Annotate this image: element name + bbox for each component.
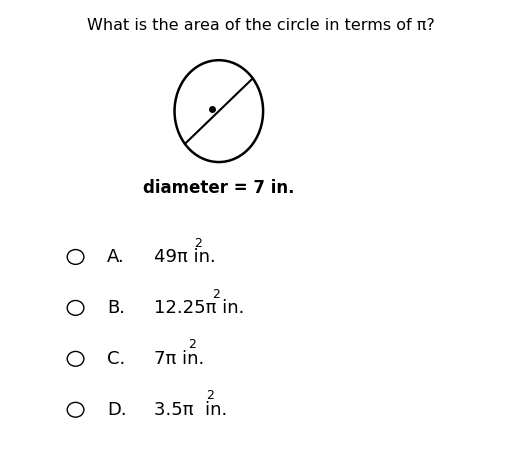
Text: 7π in.: 7π in. — [154, 350, 204, 368]
Text: 12.25π in.: 12.25π in. — [154, 299, 244, 317]
Text: 2: 2 — [206, 389, 214, 402]
Text: 49π in.: 49π in. — [154, 248, 216, 266]
Text: D.: D. — [107, 401, 127, 419]
Text: diameter = 7 in.: diameter = 7 in. — [143, 179, 294, 196]
Text: 2: 2 — [213, 288, 220, 300]
Text: A.: A. — [107, 248, 125, 266]
Text: What is the area of the circle in terms of π?: What is the area of the circle in terms … — [86, 18, 435, 33]
Text: 2: 2 — [188, 338, 196, 351]
Text: C.: C. — [107, 350, 125, 368]
Text: 3.5π  in.: 3.5π in. — [154, 401, 227, 419]
Text: 2: 2 — [194, 237, 202, 250]
Text: B.: B. — [107, 299, 125, 317]
